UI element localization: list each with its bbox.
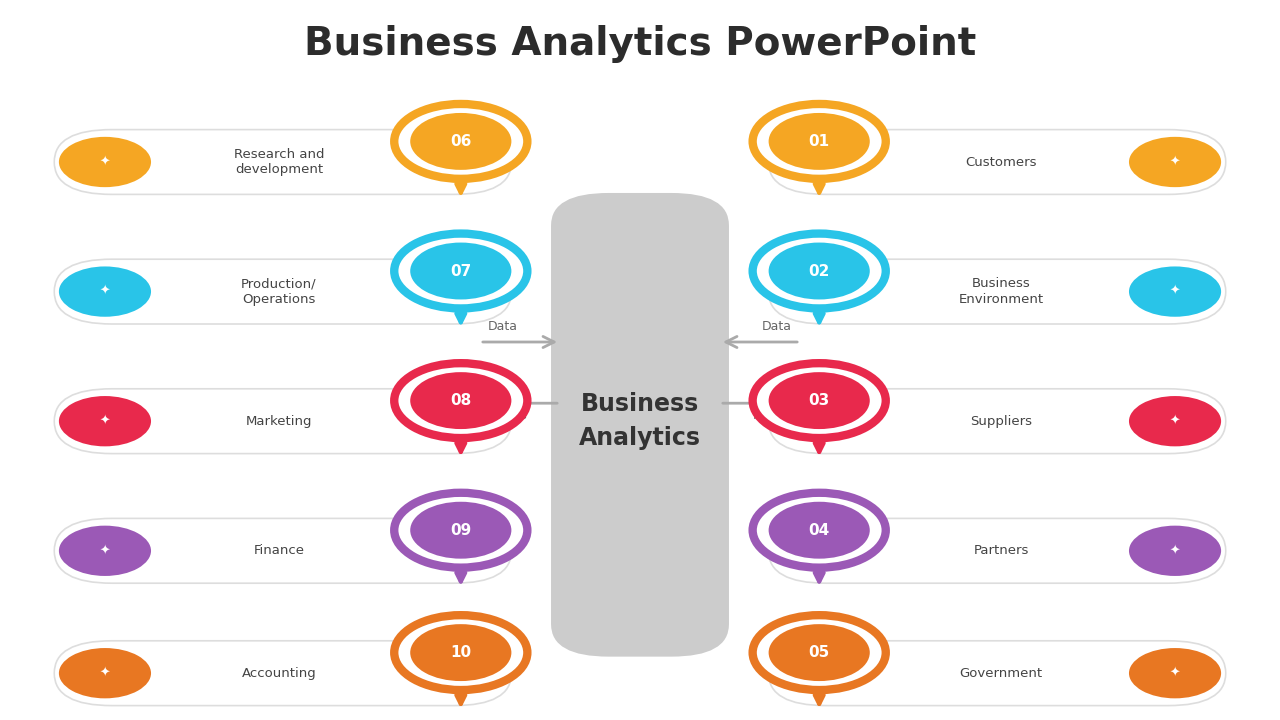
Circle shape (768, 502, 870, 559)
FancyBboxPatch shape (768, 259, 1226, 324)
Circle shape (1128, 265, 1222, 318)
Text: ✦: ✦ (100, 544, 110, 557)
Circle shape (394, 233, 527, 308)
Circle shape (394, 104, 527, 179)
Text: Finance: Finance (253, 544, 305, 557)
Text: ✦: ✦ (1170, 285, 1180, 298)
Circle shape (410, 624, 512, 681)
Circle shape (753, 615, 886, 690)
FancyBboxPatch shape (550, 193, 730, 657)
Circle shape (58, 647, 152, 700)
Circle shape (753, 233, 886, 308)
Circle shape (768, 372, 870, 429)
Text: Data: Data (488, 320, 518, 333)
Circle shape (1128, 647, 1222, 700)
Text: ✦: ✦ (100, 667, 110, 680)
Circle shape (753, 104, 886, 179)
Text: 10: 10 (451, 645, 471, 660)
Text: 01: 01 (809, 134, 829, 149)
Text: Business
Analytics: Business Analytics (579, 392, 701, 450)
Text: ✦: ✦ (1170, 415, 1180, 428)
Circle shape (1128, 524, 1222, 577)
Text: 08: 08 (451, 393, 471, 408)
Circle shape (58, 135, 152, 189)
Text: Accounting: Accounting (242, 667, 316, 680)
Text: Production/
Operations: Production/ Operations (241, 277, 317, 306)
Text: Partners: Partners (973, 544, 1029, 557)
Text: Insights: Insights (753, 409, 801, 422)
FancyBboxPatch shape (54, 641, 512, 706)
Text: ✦: ✦ (1170, 156, 1180, 168)
Text: Government: Government (960, 667, 1042, 680)
Text: Suppliers: Suppliers (970, 415, 1032, 428)
Circle shape (768, 624, 870, 681)
Circle shape (410, 502, 512, 559)
Text: 04: 04 (809, 523, 829, 538)
Text: 05: 05 (809, 645, 829, 660)
FancyBboxPatch shape (768, 389, 1226, 454)
FancyBboxPatch shape (768, 130, 1226, 194)
Circle shape (58, 395, 152, 448)
Circle shape (768, 243, 870, 300)
FancyBboxPatch shape (768, 641, 1226, 706)
FancyBboxPatch shape (54, 518, 512, 583)
Circle shape (768, 113, 870, 170)
Circle shape (410, 113, 512, 170)
Text: 07: 07 (451, 264, 471, 279)
Text: ✦: ✦ (1170, 667, 1180, 680)
Text: Business
Environment: Business Environment (959, 277, 1043, 306)
Circle shape (394, 363, 527, 438)
FancyBboxPatch shape (54, 130, 512, 194)
Text: 02: 02 (809, 264, 829, 279)
Text: Customers: Customers (965, 156, 1037, 168)
Circle shape (58, 265, 152, 318)
Circle shape (394, 492, 527, 567)
Circle shape (1128, 395, 1222, 448)
Text: Business Analytics PowerPoint: Business Analytics PowerPoint (303, 25, 977, 63)
Circle shape (1128, 135, 1222, 189)
Circle shape (410, 372, 512, 429)
Text: Research and
development: Research and development (234, 148, 324, 176)
Text: ✦: ✦ (100, 415, 110, 428)
Text: 06: 06 (451, 134, 471, 149)
FancyBboxPatch shape (54, 259, 512, 324)
Text: Marketing: Marketing (246, 415, 312, 428)
FancyBboxPatch shape (54, 389, 512, 454)
Text: Data: Data (762, 320, 792, 333)
Circle shape (753, 363, 886, 438)
Text: ✦: ✦ (100, 285, 110, 298)
Circle shape (753, 492, 886, 567)
Text: 09: 09 (451, 523, 471, 538)
Text: ✦: ✦ (100, 156, 110, 168)
Text: ✦: ✦ (1170, 544, 1180, 557)
Text: Insights: Insights (479, 409, 527, 422)
Text: 03: 03 (809, 393, 829, 408)
Circle shape (394, 615, 527, 690)
FancyBboxPatch shape (768, 518, 1226, 583)
Circle shape (58, 524, 152, 577)
Circle shape (410, 243, 512, 300)
